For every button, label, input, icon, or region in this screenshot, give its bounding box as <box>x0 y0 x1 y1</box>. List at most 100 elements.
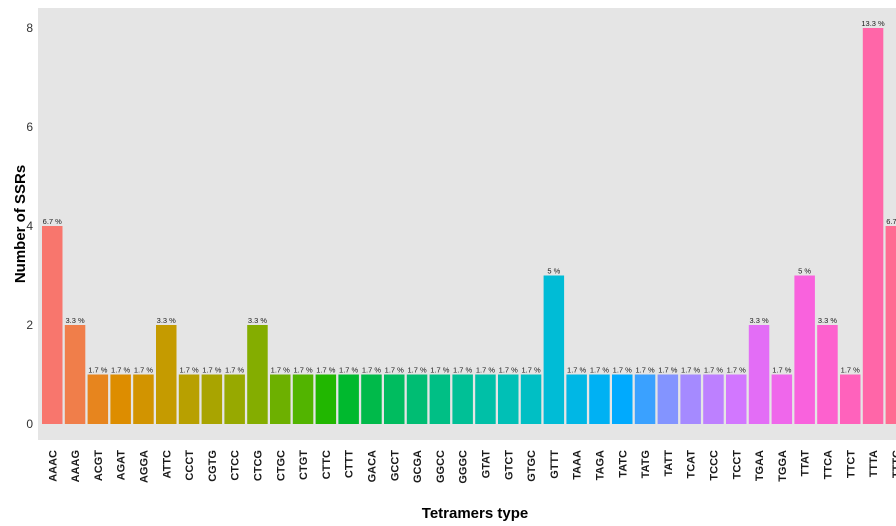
data-label: 1.7 % <box>430 366 450 375</box>
x-tick-label: TCCT <box>731 450 743 480</box>
bar-ttat <box>794 275 815 424</box>
x-tick-label: CTCG <box>252 450 264 481</box>
data-labels: 6.7 %3.3 %1.7 % 1.7 % 1.7 %3.3 %1.7 % 1.7 %… <box>43 19 896 375</box>
x-tick-label: TTTC <box>891 450 896 478</box>
data-label: 3.3 % <box>749 316 769 325</box>
data-label: 1.7 % <box>339 366 359 375</box>
x-tick-label: AGGA <box>138 450 150 483</box>
data-label: 1.7 % <box>567 366 587 375</box>
bar-gcct <box>384 374 405 424</box>
x-tick-label: TTCT <box>845 450 857 478</box>
bar-taaa <box>566 374 587 424</box>
bar-tcct <box>726 374 747 424</box>
x-tick-label: GACA <box>366 450 378 482</box>
bar-gtat <box>475 374 496 424</box>
x-tick-label: TATT <box>663 450 675 477</box>
bar-ttct <box>840 374 861 424</box>
bar-ttca <box>817 325 838 424</box>
bar-ggcc <box>429 374 451 424</box>
data-label: 1.7 % <box>681 366 701 375</box>
bar-tgaa <box>748 325 770 424</box>
x-tick-label: AAAC <box>47 450 59 482</box>
data-label: 1.7 % <box>362 366 382 375</box>
bar-gaca <box>361 374 382 424</box>
x-tick-label: GGCC <box>435 450 447 483</box>
bar-gtct <box>498 374 519 424</box>
data-label: 1.7 % <box>499 366 519 375</box>
data-label: 1.7 % <box>225 366 245 375</box>
data-label: 3.3 % <box>818 316 838 325</box>
x-tick-label: TTCA <box>822 450 834 479</box>
x-tick-label: GTCT <box>503 450 515 480</box>
x-tick-label: TCAT <box>686 450 698 479</box>
data-label: 1.7 % <box>202 366 222 375</box>
x-tick-label: TGGA <box>777 450 789 482</box>
x-tick-label: GTGC <box>526 450 538 482</box>
bar-ctgc <box>270 374 291 424</box>
bar-gggc <box>452 374 473 424</box>
data-label: 1.7 % <box>271 366 291 375</box>
bar-acgt <box>87 374 109 424</box>
bar-cgtg <box>201 374 223 424</box>
data-label: 1.7 % <box>635 366 655 375</box>
bar-cttt <box>338 374 359 424</box>
bar-tttc <box>885 226 896 424</box>
bar-attc <box>156 325 177 424</box>
x-tick-label: TATG <box>640 450 652 478</box>
bar-ctgt <box>292 374 314 424</box>
y-axis-title: Number of SSRs <box>12 165 29 283</box>
x-tick-label: CTGC <box>275 450 287 481</box>
x-tick-label: CCCT <box>184 450 196 481</box>
data-label: 6.7 % <box>886 217 896 226</box>
x-tick-label: TAAA <box>572 450 584 480</box>
data-label: 1.7 % <box>88 366 108 375</box>
data-label: 1.7 % <box>521 366 541 375</box>
data-label: 1.7 % <box>476 366 496 375</box>
data-label: 1.7 % <box>658 366 678 375</box>
data-label: 5 % <box>798 267 811 276</box>
x-tick-label: GTAT <box>480 450 492 479</box>
data-label: 1.7 % <box>590 366 610 375</box>
data-label: 1.7 % <box>453 366 473 375</box>
y-axis-ticks: 0 2 4 6 8 <box>26 21 33 431</box>
data-label: 1.7 % <box>841 366 861 375</box>
bar-taga <box>589 374 610 424</box>
bar-tgga <box>771 374 793 424</box>
data-label: 1.7 % <box>179 366 199 375</box>
y-tick-label: 8 <box>26 21 33 35</box>
data-label: 3.3 % <box>65 316 85 325</box>
x-tick-label: AAAG <box>70 450 82 482</box>
bar-ttta <box>862 28 884 424</box>
data-label: 1.7 % <box>613 366 633 375</box>
bar-agga <box>133 374 154 424</box>
bar-aaac <box>42 226 63 424</box>
data-label: 1.7 % <box>134 366 154 375</box>
data-label: 6.7 % <box>43 217 63 226</box>
bar-ctcc <box>224 374 245 424</box>
x-tick-label: CTTT <box>344 450 356 478</box>
x-axis-title: Tetramers type <box>422 505 528 522</box>
x-tick-label: TGAA <box>754 450 766 481</box>
bars <box>42 28 896 424</box>
bar-gttt <box>543 275 565 424</box>
y-tick-label: 0 <box>26 417 33 431</box>
data-label: 5 % <box>547 267 560 276</box>
data-label: 1.7 % <box>727 366 747 375</box>
x-tick-label: CTTC <box>321 450 333 479</box>
y-tick-label: 6 <box>26 120 33 134</box>
data-label: 1.7 % <box>111 366 131 375</box>
x-tick-label: CGTG <box>207 450 219 482</box>
x-axis-ticks: AAAC AAAG ACGT AGAT AGGA ATTC CCCT CGTG CTCC CTCG… <box>47 450 896 484</box>
data-label: 1.7 % <box>385 366 405 375</box>
x-tick-label: TTTA <box>868 450 880 477</box>
x-tick-label: ACGT <box>93 450 105 481</box>
bar-ccct <box>178 374 200 424</box>
data-label: 1.7 % <box>772 366 792 375</box>
bar-tatc <box>612 374 633 424</box>
x-tick-label: CTCC <box>230 450 242 481</box>
x-tick-label: TCCC <box>708 450 720 481</box>
bar-cttc <box>315 374 337 424</box>
bar-gcga <box>406 374 428 424</box>
data-label: 1.7 % <box>407 366 427 375</box>
bar-tccc <box>703 374 724 424</box>
